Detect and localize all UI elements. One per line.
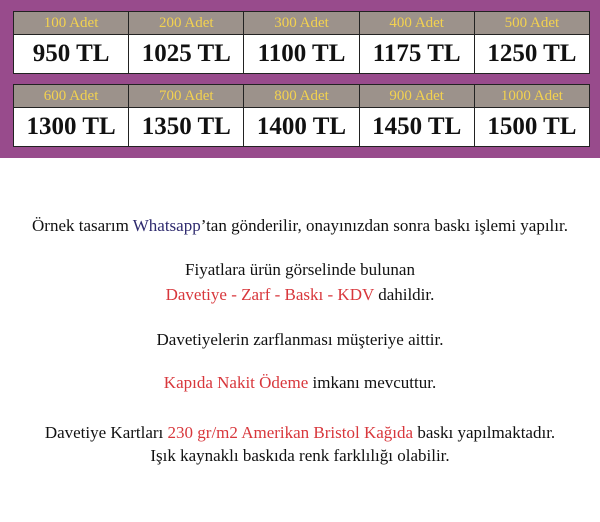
quantity-label: 400 Adet: [359, 12, 474, 35]
quantity-label: 900 Adet: [359, 85, 474, 108]
quantity-label: 500 Adet: [474, 12, 589, 35]
price-value: 1100 TL: [257, 40, 346, 67]
quantity-label: 700 Adet: [129, 85, 244, 108]
price-value: 1500 TL: [487, 113, 577, 140]
price-cell: 300 Adet 1100 TL: [244, 12, 359, 73]
price-value: 1175 TL: [372, 40, 461, 67]
price-value: 1025 TL: [141, 40, 231, 67]
price-cell: 600 Adet 1300 TL: [14, 85, 129, 146]
price-cell: 200 Adet 1025 TL: [129, 12, 244, 73]
price-value: 1250 TL: [487, 40, 577, 67]
info-text: baskı yapılmaktadır.: [413, 423, 556, 442]
price-cell: 400 Adet 1175 TL: [359, 12, 474, 73]
info-included: Davetiye - Zarf - Baskı - KDV dahildir.: [0, 285, 600, 305]
price-banner: 100 Adet 950 TL 200 Adet 1025 TL 300 Adet 1…: [0, 0, 600, 158]
price-value: 1300 TL: [26, 113, 116, 140]
info-text: dahildir.: [373, 285, 435, 304]
price-value: 1350 TL: [141, 113, 231, 140]
quantity-label: 800 Adet: [244, 85, 359, 108]
price-value: 1400 TL: [256, 113, 347, 140]
payment-highlight: Kapıda Nakit Ödeme: [163, 373, 309, 392]
info-text: ’tan gönderilir, onayınızdan sonra baskı…: [200, 216, 568, 235]
price-table-row-1: 100 Adet 950 TL 200 Adet 1025 TL 300 Adet 1…: [13, 11, 590, 74]
price-cell: 500 Adet 1250 TL: [474, 12, 589, 73]
info-text: Örnek tasarım: [32, 216, 133, 235]
price-value: 1450 TL: [372, 113, 462, 140]
price-cell: 1000 Adet 1500 TL: [474, 85, 589, 146]
quantity-label: 100 Adet: [14, 12, 129, 35]
included-items-highlight: Davetiye - Zarf - Baskı - KDV: [165, 285, 374, 304]
price-cell: 700 Adet 1350 TL: [129, 85, 244, 146]
info-color-note: Işık kaynaklı baskıda renk farklılığı ol…: [150, 446, 450, 465]
info-whatsapp: Örnek tasarım Whatsapp’tan gönderilir, o…: [0, 216, 600, 236]
info-text: imkanı mevcuttur.: [308, 373, 437, 392]
whatsapp-highlight: Whatsapp: [132, 216, 201, 235]
info-payment: Kapıda Nakit Ödeme imkanı mevcuttur.: [0, 373, 600, 393]
quantity-label: 200 Adet: [129, 12, 244, 35]
info-included-heading: Fiyatlara ürün görselinde bulunan: [185, 260, 415, 279]
price-table-row-2: 600 Adet 1300 TL 700 Adet 1350 TL 800 Adet…: [13, 84, 590, 147]
quantity-label: 600 Adet: [14, 85, 129, 108]
price-cell: 800 Adet 1400 TL: [244, 85, 359, 146]
price-cell: 100 Adet 950 TL: [14, 12, 129, 73]
price-cell: 900 Adet 1450 TL: [359, 85, 474, 146]
info-text: Davetiye Kartları: [44, 423, 168, 442]
price-value: 950 TL: [32, 40, 110, 67]
info-envelope: Davetiyelerin zarflanması müşteriye aitt…: [156, 330, 444, 349]
paper-highlight: 230 gr/m2 Amerikan Bristol Kağıda: [167, 423, 414, 442]
quantity-label: 1000 Adet: [474, 85, 589, 108]
quantity-label: 300 Adet: [244, 12, 359, 35]
info-paper: Davetiye Kartları 230 gr/m2 Amerikan Bri…: [0, 423, 600, 443]
